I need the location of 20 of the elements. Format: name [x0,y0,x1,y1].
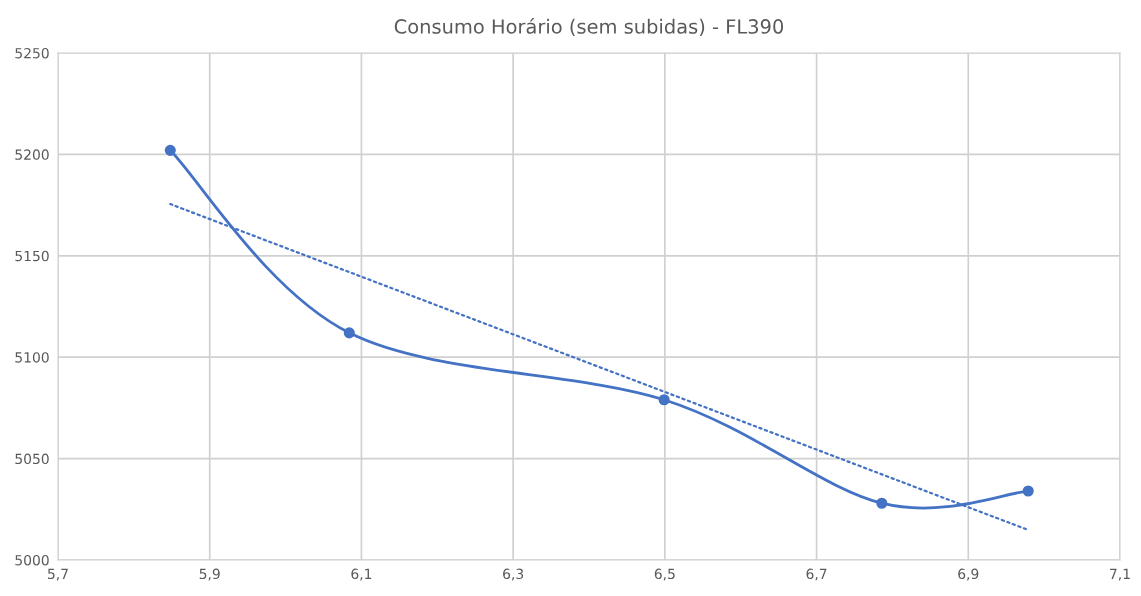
y-tick-label: 5000 [15,554,49,566]
y-tick-label: 5150 [15,250,49,262]
y-tick-label: 5100 [15,352,49,363]
chart-title: Consumo Horário (sem subidas) - FL390 [394,18,784,37]
x-tick-label: 5,9 [199,568,220,581]
x-tick-label: 6,1 [351,568,372,581]
x-tick-label: 5,7 [48,568,68,581]
x-tick-label: 6,7 [806,568,827,581]
x-tick-label: 6,9 [958,568,979,581]
point [164,144,176,156]
point [1022,485,1034,497]
x-tick-label: 6,5 [654,568,675,581]
x-tick-label: 7,1 [1110,568,1130,581]
y-tick-label: 5250 [15,47,49,59]
point [658,394,670,406]
point [343,327,355,339]
y-tick-label: 5200 [15,149,49,160]
point [876,497,888,509]
x-tick-label: 6,3 [503,568,524,581]
y-tick-label: 5050 [15,453,49,465]
